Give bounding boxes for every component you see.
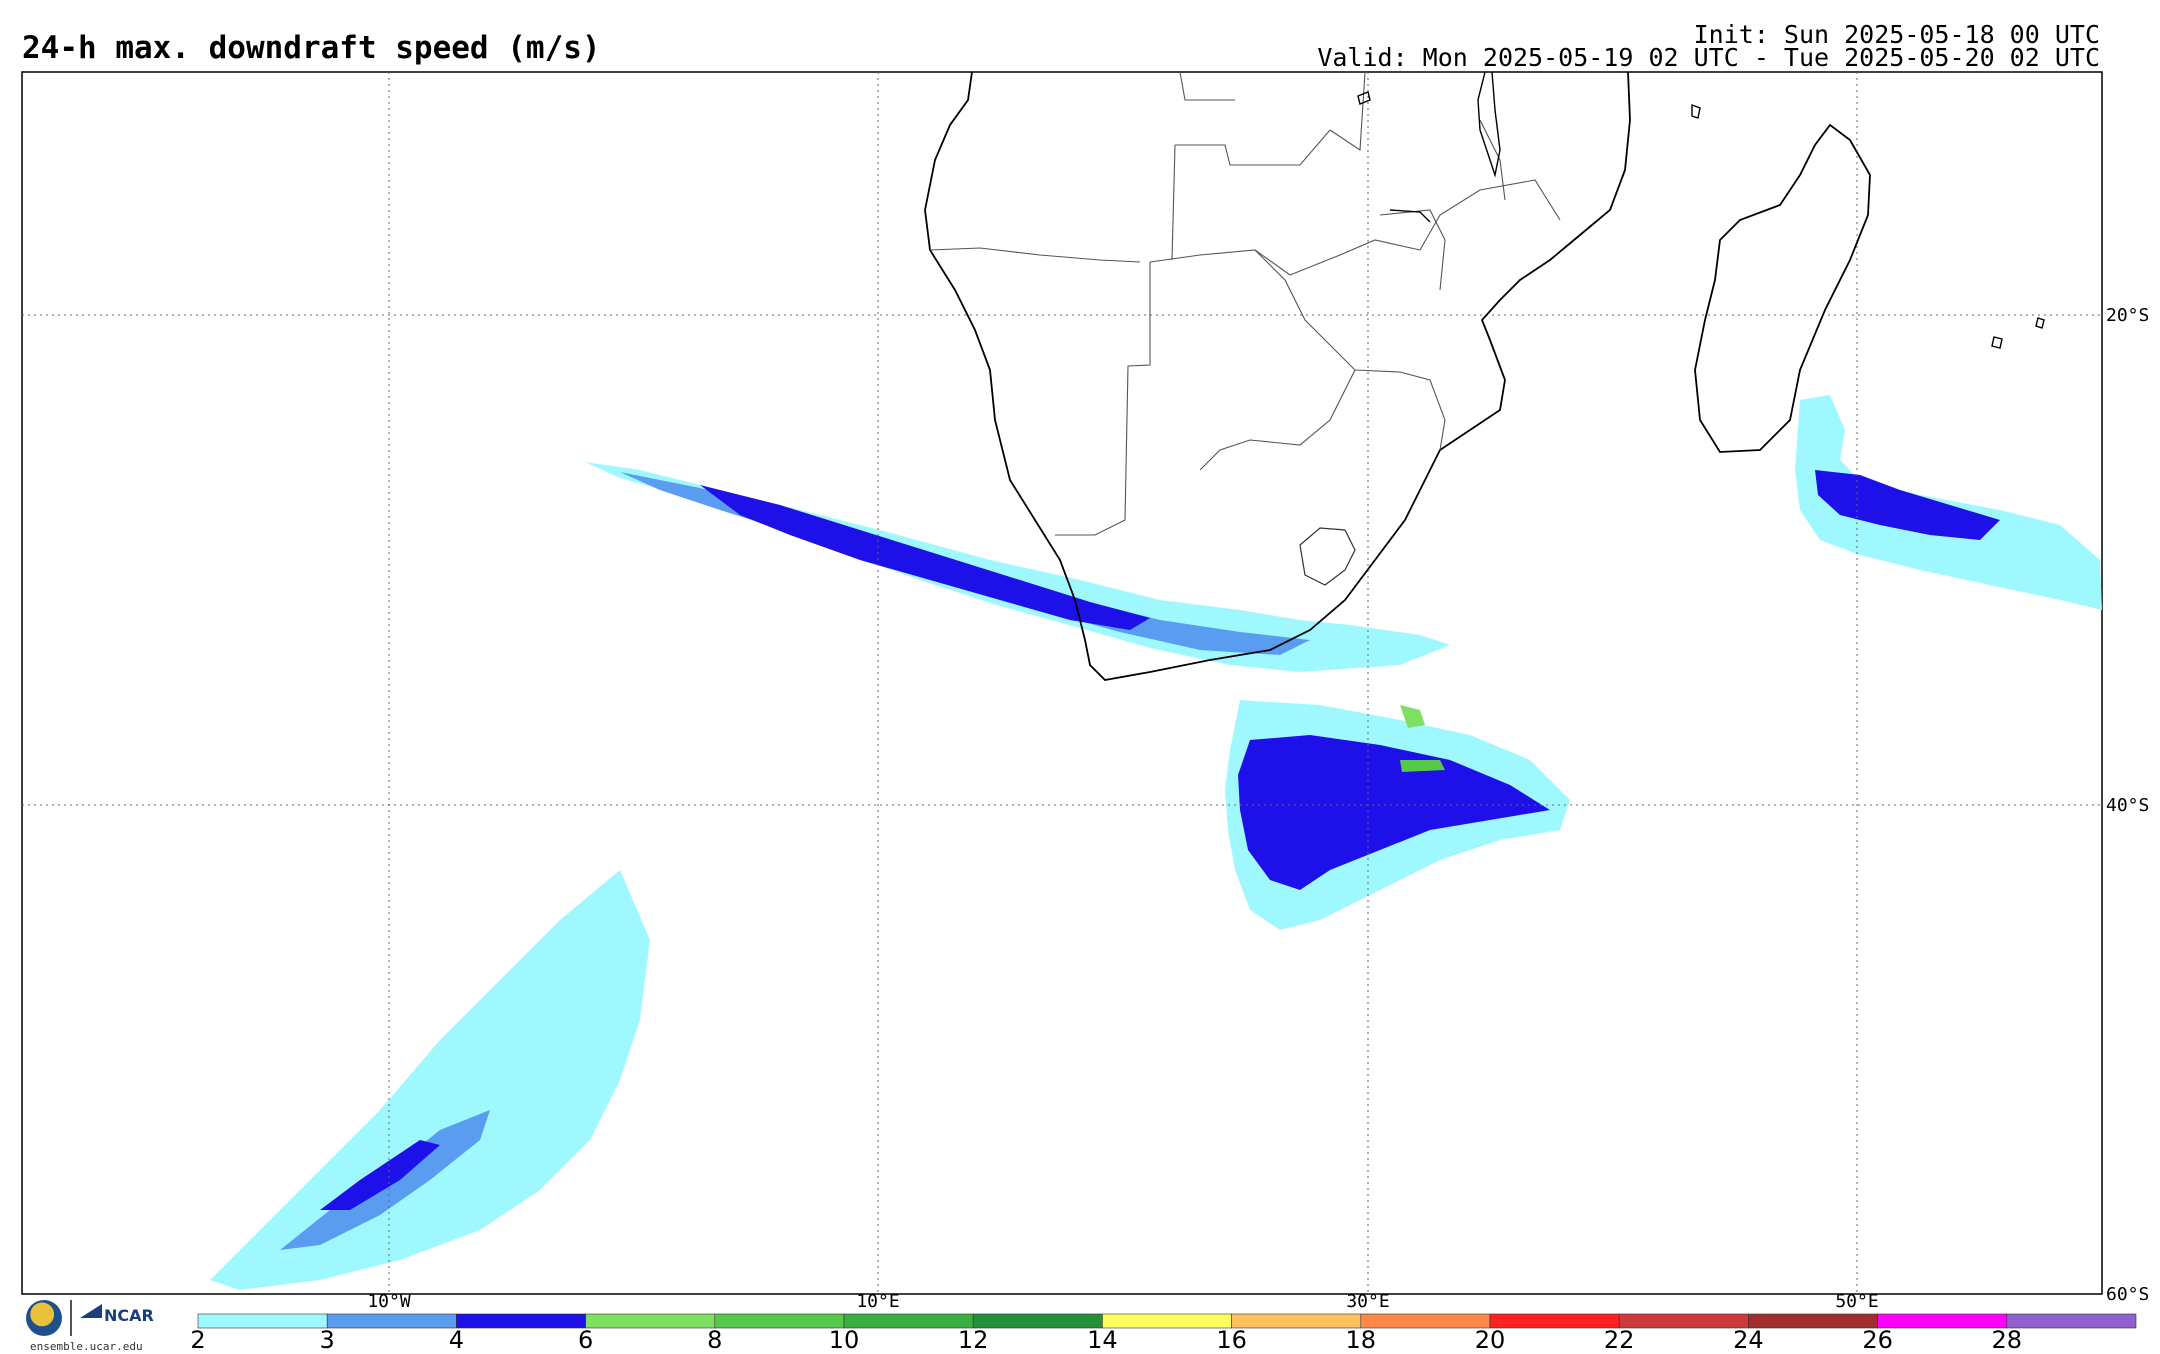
map-title: 24-h max. downdraft speed (m/s) — [22, 30, 601, 66]
map-frame — [21, 71, 2103, 1295]
lon-label-50e: 50°E — [1835, 1291, 1879, 1312]
colorbar-swatch — [972, 1313, 1103, 1329]
colorbar-label: 6 — [577, 1326, 594, 1354]
colorbar-label: 18 — [1345, 1326, 1377, 1354]
precip-shading — [210, 395, 2102, 1290]
colorbar-swatch — [326, 1313, 457, 1329]
colorbar-swatch — [714, 1313, 845, 1329]
colorbar-label: 22 — [1603, 1326, 1635, 1354]
colorbar — [197, 1313, 2137, 1329]
colorbar-swatch — [843, 1313, 974, 1329]
cluster-green-2 — [1400, 760, 1445, 772]
ncar-logo: NCAR — [104, 1306, 154, 1325]
colorbar-label: 24 — [1733, 1326, 1764, 1354]
africa-coastline — [924, 71, 1631, 681]
colorbar-swatch — [1231, 1313, 1362, 1329]
colorbar-label: 3 — [319, 1326, 335, 1354]
valid-time: Valid: Mon 2025-05-19 02 UTC - Tue 2025-… — [1317, 43, 2100, 72]
madagascar-coastline — [1694, 123, 1871, 453]
ncar-logo-mark — [80, 1304, 102, 1318]
colorbar-swatch — [2006, 1313, 2137, 1329]
colorbar-label: 4 — [448, 1326, 465, 1354]
colorbar-swatch — [1102, 1313, 1232, 1329]
lesotho-border — [1299, 527, 1356, 586]
lat-label-60s: 60°S — [2106, 1284, 2150, 1305]
colorbar-swatch — [1360, 1313, 1491, 1329]
colorbar-label: 12 — [957, 1326, 989, 1354]
init-time: Init: Sun 2025-05-18 00 UTC — [1693, 20, 2100, 49]
band-dark — [700, 485, 1150, 630]
lat-label-40s: 40°S — [2106, 795, 2150, 816]
madagascar-dark — [1815, 470, 2000, 540]
logo-separator — [70, 1300, 72, 1336]
cluster-dark — [1238, 735, 1550, 890]
colorbar-label: 8 — [707, 1326, 723, 1354]
lat-label-20s: 20°S — [2106, 305, 2150, 326]
lakes — [1357, 71, 2045, 349]
sw-fan-dark — [320, 1140, 440, 1210]
colorbar-swatch — [1748, 1313, 1878, 1329]
madagascar-light — [1795, 395, 2102, 610]
lon-label-10w: 10°W — [367, 1291, 411, 1312]
colorbar-label: 14 — [1087, 1326, 1118, 1354]
sw-fan-light — [210, 870, 650, 1290]
cluster-green — [1400, 705, 1425, 728]
colorbar-label: 28 — [1991, 1326, 2023, 1354]
colorbar-swatch — [197, 1313, 328, 1329]
lon-label-10e: 10°E — [856, 1291, 900, 1312]
colorbar-label: 10 — [828, 1326, 860, 1354]
gridlines — [22, 72, 2102, 1294]
nsf-logo — [26, 1300, 62, 1336]
colorbar-label: 16 — [1216, 1326, 1247, 1354]
colorbar-swatch — [456, 1313, 586, 1329]
ensemble-url: ensemble.ucar.edu — [30, 1340, 143, 1353]
country-borders — [929, 71, 1561, 536]
colorbar-swatch — [1877, 1313, 2008, 1329]
colorbar-swatch — [1489, 1313, 1620, 1329]
lon-label-30e: 30°E — [1346, 1291, 1390, 1312]
colorbar-label: 2 — [190, 1326, 206, 1354]
colorbar-label: 20 — [1474, 1326, 1506, 1354]
colorbar-swatch — [585, 1313, 716, 1329]
colorbar-label: 26 — [1862, 1326, 1893, 1354]
colorbar-swatch — [1618, 1313, 1749, 1329]
